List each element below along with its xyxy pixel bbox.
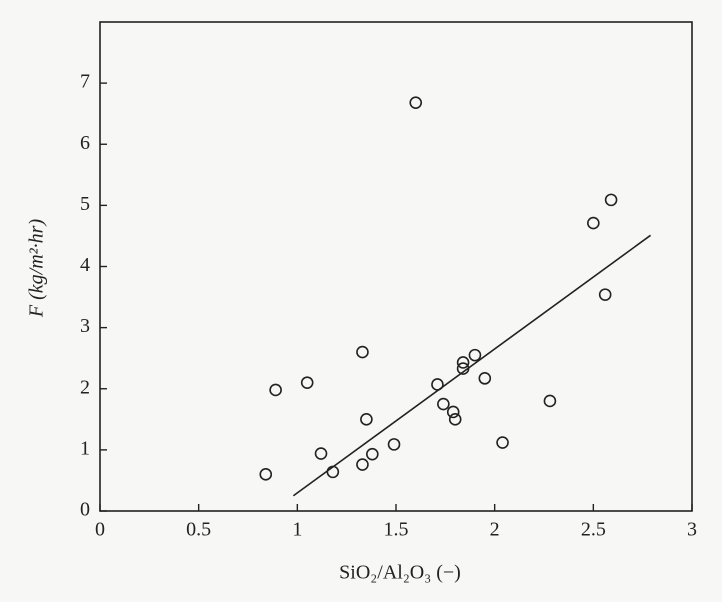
x-tick-label: 1.5 [384,519,409,541]
data-point [387,438,401,451]
y-tick-label: 4 [80,254,90,276]
data-point [356,345,369,359]
data-point [448,413,462,426]
plot-frame [99,21,693,512]
data-point [456,356,470,369]
x-tick-label: 0.5 [186,519,211,541]
data-point [356,458,369,471]
x-tick-label: 3 [687,519,697,541]
y-tick-label: 3 [80,315,90,337]
x-tick-label: 2.5 [581,519,606,541]
data-point [543,394,557,408]
data-point [604,193,618,207]
data-point [598,288,612,301]
data-point [314,447,328,460]
y-tick-label: 7 [80,71,90,93]
data-point [478,372,492,385]
data-point [366,447,379,461]
data-point [269,383,282,397]
x-tick-label: 0 [95,519,105,541]
x-tick-label: 1 [292,519,302,541]
fit-line [292,234,652,497]
data-point [326,465,340,479]
y-tick-label: 0 [80,499,90,521]
x-axis-label: SiO₂/Al₂O₃ (−) [339,562,461,584]
x-tick-label: 2 [490,519,500,541]
data-point [360,413,373,426]
y-tick-label: 2 [80,376,90,398]
y-axis-label: F (kg/m²·hr) [26,219,48,319]
data-point [437,397,450,411]
y-tick-label: 1 [80,437,90,459]
data-point [409,96,423,109]
data-point [496,436,509,449]
data-point [587,216,600,230]
data-point [300,376,314,389]
data-point [259,468,273,481]
data-point [446,405,460,419]
y-tick-label: 6 [80,132,90,154]
data-point [468,348,482,362]
y-tick-label: 5 [80,193,90,215]
